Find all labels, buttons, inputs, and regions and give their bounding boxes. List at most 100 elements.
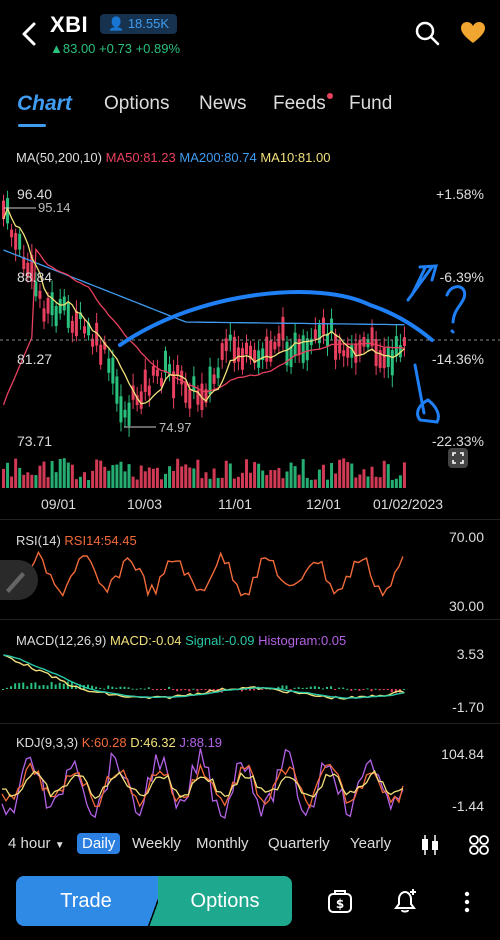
macd-histogram-bar	[10, 686, 13, 689]
volume-bar	[111, 465, 115, 488]
timeframe-monthly[interactable]: Monthly	[196, 835, 249, 852]
macd-histogram-bar	[180, 689, 183, 691]
candle	[289, 345, 293, 368]
timeframe-daily[interactable]: Daily	[77, 833, 121, 854]
alert-bell-icon[interactable]	[391, 887, 419, 915]
candle	[402, 337, 406, 347]
ma50-value: MA50:81.23	[105, 150, 176, 165]
pct-label-bottom: -22.33%	[431, 433, 484, 449]
heart-icon[interactable]	[460, 20, 486, 46]
kdj-legend[interactable]: KDJ(9,3,3) K:60.28 D:46.32 J:88.19	[16, 735, 222, 750]
macd-histogram-bar	[172, 689, 175, 690]
ma10-value: MA10:81.00	[260, 150, 331, 165]
macd-histogram-bar	[22, 682, 25, 689]
draw-tool-button[interactable]	[0, 560, 38, 600]
macd-value: MACD:-0.04	[109, 633, 182, 648]
volume-bar	[123, 471, 127, 488]
followers-badge[interactable]: 👤 18.55K	[100, 14, 178, 34]
candle	[281, 316, 285, 341]
macd-histogram-bar	[301, 687, 304, 689]
tab-fund[interactable]: Fund	[349, 93, 393, 114]
active-tab-indicator	[18, 124, 46, 127]
volume-bar	[350, 463, 354, 488]
volume-bar	[66, 462, 70, 488]
volume-bar	[313, 479, 317, 488]
candle	[131, 385, 135, 400]
volume-bar	[107, 470, 111, 488]
volume-bar	[362, 469, 366, 488]
volume-bar	[273, 470, 277, 488]
candle	[204, 389, 208, 403]
volume-bar	[184, 464, 188, 488]
macd-histogram-bar	[338, 687, 341, 689]
search-icon[interactable]	[414, 20, 440, 46]
macd-histogram-bar	[346, 688, 349, 690]
volume-bar	[366, 476, 370, 488]
macd-histogram-bar	[78, 684, 81, 689]
volume-bar	[151, 468, 155, 488]
tab-options[interactable]: Options	[104, 93, 170, 114]
macd-histogram-bar	[127, 687, 130, 689]
candle	[334, 334, 338, 360]
tab-chart[interactable]: Chart	[17, 92, 72, 116]
macd-histogram-bar	[358, 689, 361, 691]
ma-legend[interactable]: MA(50,200,10) MA50:81.23 MA200:80.74 MA1…	[16, 150, 330, 165]
volume-bar	[265, 475, 269, 488]
macd-legend[interactable]: MACD(12,26,9) MACD:-0.04 Signal:-0.09 Hi…	[16, 633, 346, 648]
candle	[26, 262, 30, 277]
macd-histogram-bar	[334, 689, 337, 690]
macd-histogram-bar	[159, 689, 162, 690]
candle-style-icon[interactable]	[420, 834, 440, 856]
candle	[58, 298, 62, 314]
timeframe-4hour[interactable]: 4 hour ▼	[8, 835, 65, 852]
annotation-up-arrow	[406, 264, 439, 302]
volume-bar	[91, 470, 95, 488]
timeframe-weekly[interactable]: Weekly	[132, 835, 181, 852]
candle	[78, 312, 82, 320]
macd-histogram-bar	[62, 683, 65, 689]
back-icon[interactable]	[14, 16, 46, 52]
volume-bar	[135, 479, 139, 488]
trade-button[interactable]: Trade	[16, 876, 156, 926]
candle	[338, 339, 342, 354]
price-change-pct: +0.89%	[135, 41, 181, 56]
candle	[342, 350, 346, 357]
candle	[107, 358, 111, 373]
kdj-j: J:88.19	[179, 735, 223, 750]
candle	[83, 326, 86, 334]
options-button[interactable]: Options	[158, 876, 292, 926]
cash-icon[interactable]: $	[326, 887, 354, 915]
timeframe-quarterly[interactable]: Quarterly	[268, 835, 330, 852]
grid-icon[interactable]	[468, 834, 490, 856]
kdj-d-line	[1, 769, 404, 800]
volume-bar	[224, 460, 228, 488]
expand-icon[interactable]	[447, 447, 469, 469]
tab-feeds[interactable]: Feeds	[273, 93, 326, 114]
volume-bar	[18, 467, 22, 488]
candle	[115, 376, 119, 404]
macd-histogram-bar	[330, 686, 333, 689]
volume-bar	[277, 467, 281, 488]
candle	[378, 350, 382, 368]
volume-bar	[83, 472, 86, 488]
tab-news[interactable]: News	[199, 93, 247, 114]
x-label-2: 10/03	[127, 496, 163, 512]
candle	[87, 322, 91, 336]
macd-histogram-bar	[6, 687, 9, 689]
candle	[208, 366, 212, 395]
candle	[42, 308, 46, 322]
candle	[38, 290, 42, 299]
volume-bar	[402, 462, 406, 488]
candle	[192, 376, 196, 391]
x-label-3: 11/01	[218, 496, 252, 512]
macd-chart[interactable]	[0, 645, 500, 720]
rsi-chart[interactable]	[0, 540, 500, 620]
more-icon[interactable]	[460, 890, 474, 914]
macd-histogram-bar	[26, 686, 29, 689]
macd-histogram-bar	[99, 687, 102, 689]
price-chart[interactable]	[0, 170, 500, 515]
timeframe-yearly[interactable]: Yearly	[350, 835, 392, 852]
rsi-legend[interactable]: RSI(14) RSI14:54.45	[16, 533, 137, 548]
kdj-chart[interactable]	[0, 745, 500, 820]
candle	[330, 318, 334, 332]
